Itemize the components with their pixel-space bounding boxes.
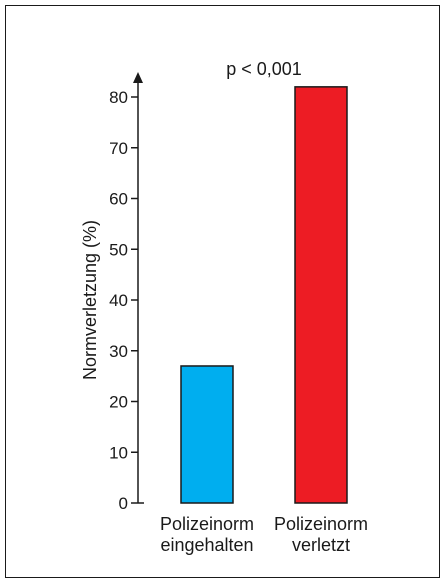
- y-ticks: 0 10 20 30 40 50 60 70 80: [109, 88, 138, 513]
- category-label: Polizeinorm: [160, 514, 254, 534]
- bar: [180, 365, 234, 504]
- category-label: Polizeinorm: [274, 514, 368, 534]
- y-tick-label: 70: [109, 139, 128, 158]
- y-tick-label: 0: [119, 494, 128, 513]
- y-axis-arrow: [133, 72, 143, 83]
- y-tick-label: 20: [109, 393, 128, 412]
- y-axis-label: Normverletzung (%): [80, 220, 100, 380]
- y-tick-label: 60: [109, 190, 128, 209]
- bar: [294, 86, 348, 504]
- y-tick-label: 80: [109, 88, 128, 107]
- category-labels: PolizeinormeingehaltenPolizeinormverletz…: [160, 514, 368, 555]
- y-axis: [133, 72, 144, 504]
- category-label: eingehalten: [160, 535, 253, 555]
- category-label: verletzt: [292, 535, 350, 555]
- y-tick-label: 40: [109, 291, 128, 310]
- y-tick-label: 10: [109, 443, 128, 462]
- bars: [180, 86, 348, 504]
- y-tick-label: 50: [109, 240, 128, 259]
- y-tick-label: 30: [109, 342, 128, 361]
- p-value-annotation: p < 0,001: [226, 59, 302, 79]
